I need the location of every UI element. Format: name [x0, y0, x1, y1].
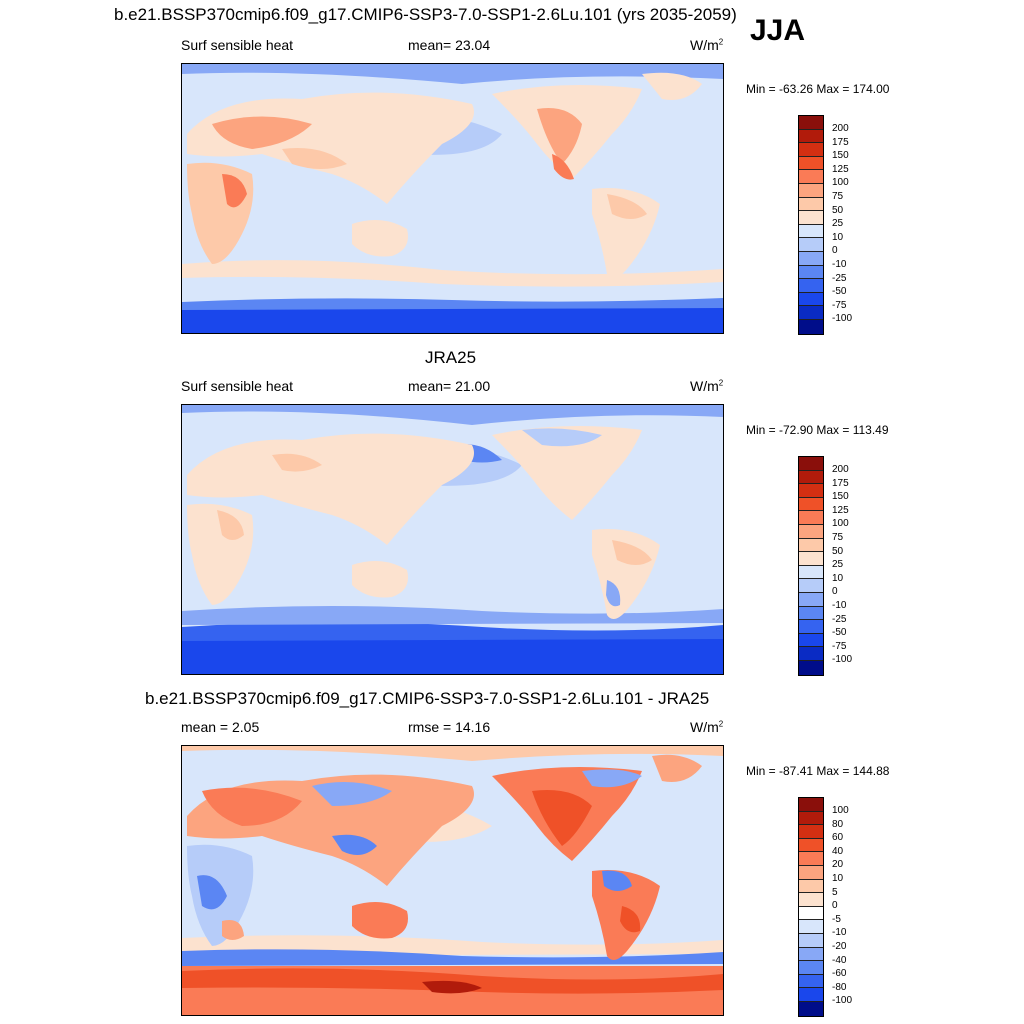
panel1-africa — [187, 162, 254, 264]
panel2-north-america — [492, 426, 642, 520]
panel1-map — [181, 63, 724, 334]
colorbar-tick-label: -60 — [832, 968, 847, 980]
colorbar-tick-label: 150 — [832, 491, 849, 503]
colorbar-tick-label: -80 — [832, 981, 847, 993]
panel3-mean-label: mean = 2.05 — [181, 719, 260, 735]
panel2-unit-label: W/m2 — [690, 378, 724, 394]
colorbar-tick-label: -50 — [832, 627, 847, 639]
colorbar-tick-label: -5 — [832, 913, 841, 925]
colorbar-tick-label: -100 — [832, 654, 853, 666]
colorbar-tick-label: -100 — [832, 313, 853, 325]
season-label: JJA — [750, 14, 806, 47]
colorbar-tick-label: -25 — [832, 272, 847, 284]
panel1-australia — [352, 220, 408, 257]
colorbar-tick-label: 50 — [832, 545, 844, 557]
colorbar-tick-label: 200 — [832, 123, 849, 134]
panel3-title: b.e21.BSSP370cmip6.f09_g17.CMIP6-SSP3-7.… — [145, 689, 710, 708]
colorbar-tick-label: -75 — [832, 640, 847, 652]
panel2-map — [181, 404, 724, 675]
colorbar-tick-label: 175 — [832, 477, 849, 489]
colorbar-tick-label: 10 — [832, 873, 844, 884]
panel1-mean-label: mean= 23.04 — [408, 37, 491, 53]
colorbar-tick-label: 100 — [832, 177, 849, 189]
colorbar-tick-label: 75 — [832, 532, 844, 543]
colorbar-tick-label: -40 — [832, 954, 847, 966]
panel2-minmax-label: Min = -72.90 Max = 113.49 — [746, 423, 889, 437]
panel3-australia — [352, 902, 408, 939]
colorbar-tick-label: 100 — [832, 805, 849, 816]
colorbar-tick-label: 25 — [832, 218, 844, 230]
panel3-minmax-label: Min = -87.41 Max = 144.88 — [746, 764, 890, 778]
panel2-australia — [352, 561, 408, 598]
colorbar-tick-label: -10 — [832, 927, 847, 939]
colorbar-tick-label: 50 — [832, 204, 844, 216]
colorbar-tick-label: -50 — [832, 286, 847, 298]
panel1-variable-label: Surf sensible heat — [181, 37, 294, 53]
colorbar-tick-label: 125 — [832, 163, 849, 175]
panel3-map — [181, 745, 724, 1016]
colorbar-tick-label: 10 — [832, 572, 844, 584]
colorbar-tick-label: 0 — [832, 586, 838, 598]
colorbar-tick-label: 175 — [832, 136, 849, 148]
colorbar-tick-label: -25 — [832, 613, 847, 625]
colorbar-tick-label: 40 — [832, 845, 844, 857]
panel1-minmax-label: Min = -63.26 Max = 174.00 — [746, 82, 890, 96]
panel2-colorbar — [798, 456, 824, 676]
colorbar-tick-label: 60 — [832, 832, 844, 844]
colorbar-tick-label: -10 — [832, 259, 847, 270]
colorbar-tick-label: 5 — [832, 886, 838, 898]
colorbar-tick-label: 0 — [832, 245, 838, 257]
panel2-variable-label: Surf sensible heat — [181, 378, 294, 394]
colorbar-tick-label: -20 — [832, 941, 847, 952]
panel1-unit-label: W/m2 — [690, 37, 724, 53]
colorbar-tick-label: 25 — [832, 559, 844, 571]
colorbar-tick-label: 125 — [832, 504, 849, 516]
colorbar-tick-label: 75 — [832, 191, 844, 202]
panel2-title: JRA25 — [425, 348, 477, 367]
colorbar-tick-label: -100 — [832, 995, 853, 1007]
colorbar-tick-label: 20 — [832, 859, 844, 871]
panel3-rmse-label: rmse = 14.16 — [408, 719, 491, 735]
colorbar-tick-label: -75 — [832, 299, 847, 311]
panel1-colorbar — [798, 115, 824, 335]
colorbar-tick-label: 200 — [832, 464, 849, 475]
colorbar-tick-label: 100 — [832, 518, 849, 530]
colorbar-tick-label: 80 — [832, 818, 844, 830]
panel3-unit-label: W/m2 — [690, 719, 724, 735]
colorbar-tick-label: -10 — [832, 600, 847, 611]
colorbar-tick-label: 0 — [832, 900, 838, 912]
panel2-mean-label: mean= 21.00 — [408, 378, 491, 394]
panel3-colorbar — [798, 797, 824, 1017]
panel2-eurasia — [187, 433, 474, 545]
colorbar-tick-label: 150 — [832, 150, 849, 162]
panel2-south-america — [592, 529, 660, 619]
colorbar-tick-label: 10 — [832, 231, 844, 243]
panel1-title: b.e21.BSSP370cmip6.f09_g17.CMIP6-SSP3-7.… — [114, 5, 737, 24]
